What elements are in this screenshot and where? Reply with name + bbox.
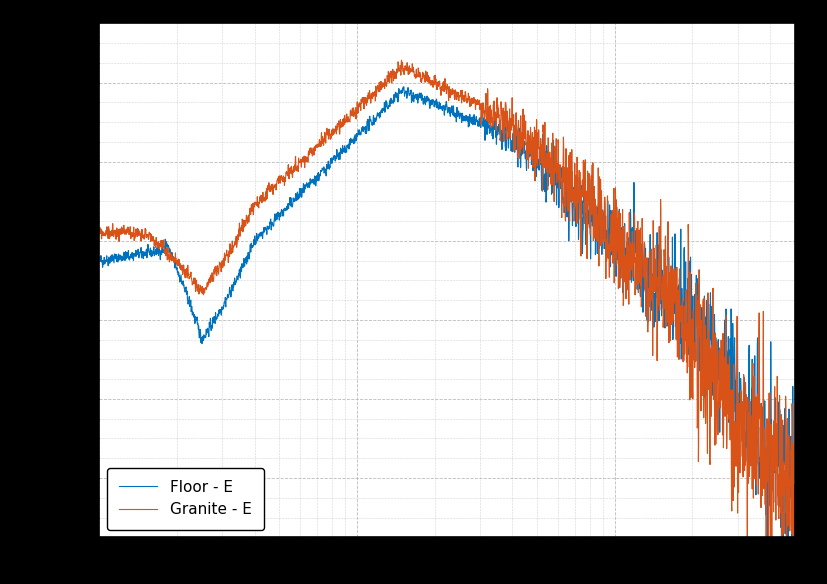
Granite - E [776, 542, 786, 549]
Floor - E [391, 93, 401, 100]
Line: Granite - E: Granite - E [99, 60, 794, 584]
Floor - E [361, 128, 370, 135]
Legend: Floor - E, Granite - E: Floor - E, Granite - E [107, 468, 264, 530]
Line: Floor - E: Floor - E [99, 86, 794, 564]
Granite - E [94, 230, 104, 237]
Granite - E [391, 75, 401, 82]
Floor - E [398, 83, 408, 90]
Floor - E [215, 309, 225, 316]
Granite - E [789, 555, 799, 562]
Floor - E [700, 330, 710, 337]
Floor - E [776, 457, 786, 464]
Floor - E [786, 560, 796, 567]
Granite - E [396, 57, 406, 64]
Floor - E [94, 255, 104, 262]
Granite - E [174, 261, 184, 268]
Floor - E [174, 269, 184, 276]
Granite - E [361, 96, 370, 103]
Granite - E [215, 260, 225, 267]
Granite - E [700, 392, 710, 399]
Floor - E [789, 489, 799, 496]
